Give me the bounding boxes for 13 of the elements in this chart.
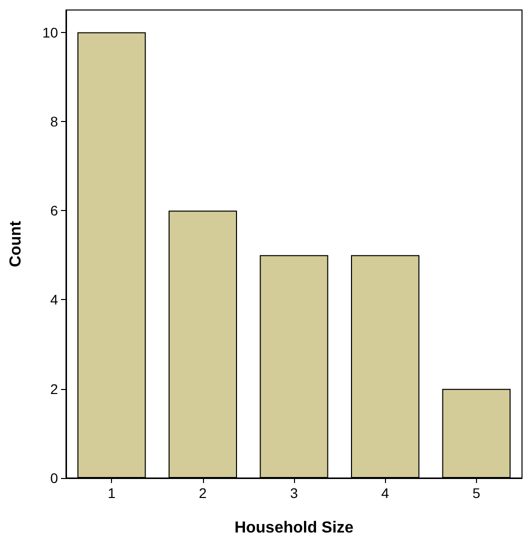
x-axis-title: Household Size — [234, 520, 354, 536]
x-tick-label: 4 — [381, 485, 390, 501]
x-tick-label: 3 — [290, 485, 298, 501]
y-tick-label: 4 — [50, 292, 58, 308]
y-tick-label: 0 — [50, 470, 58, 486]
y-tick-label: 8 — [50, 113, 58, 130]
y-tick-label: 10 — [42, 24, 58, 40]
y-tick-label: 6 — [50, 202, 58, 219]
x-tick-label: 2 — [198, 485, 207, 501]
y-tick-label: 2 — [50, 380, 58, 397]
y-axis-title: Count — [8, 220, 24, 268]
x-tick-label: 1 — [108, 485, 116, 501]
x-tick-label: 5 — [472, 485, 480, 501]
